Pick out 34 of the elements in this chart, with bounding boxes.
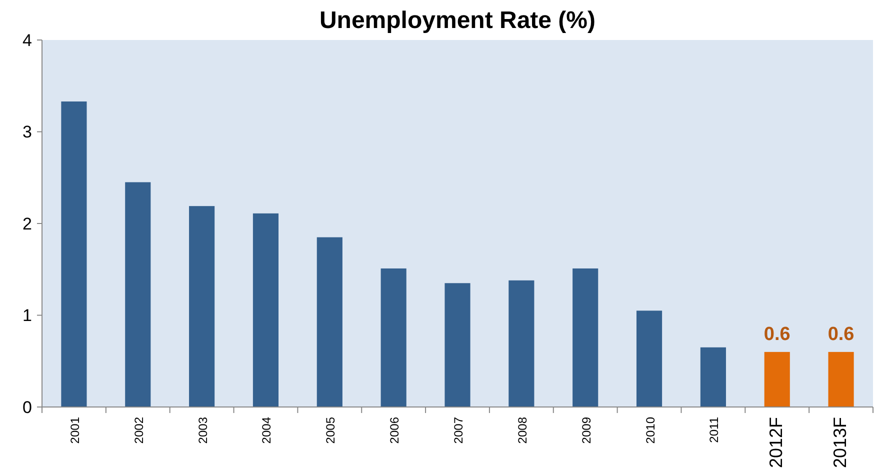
- y-tick-label: 1: [22, 306, 32, 326]
- x-tick-label: 2007: [452, 416, 466, 444]
- x-tick-label: 2003: [196, 416, 210, 444]
- x-tick-label: 2008: [515, 416, 530, 444]
- bar: [189, 206, 215, 407]
- bar: [444, 283, 470, 407]
- x-tick-label: 2013F: [830, 417, 850, 468]
- bar: [764, 352, 790, 407]
- y-tick-label: 4: [22, 30, 32, 50]
- x-tick-label: 2009: [579, 416, 594, 444]
- data-label: 0.6: [828, 324, 854, 345]
- x-tick-label: 2004: [260, 416, 274, 444]
- x-tick-label: 2010: [643, 416, 658, 444]
- x-tick-label: 2006: [388, 416, 402, 444]
- bar: [61, 101, 87, 407]
- x-tick-label: 2011: [707, 416, 722, 443]
- x-tick-label: 2002: [132, 416, 146, 444]
- bar: [252, 213, 279, 407]
- data-label: 0.6: [764, 324, 790, 345]
- bar: [380, 268, 406, 407]
- y-tick-label: 2: [22, 214, 32, 234]
- y-tick-label: 3: [22, 122, 32, 142]
- bar: [636, 310, 662, 407]
- x-tick-label: 2012F: [766, 417, 786, 468]
- x-tick-label: 2001: [68, 416, 82, 444]
- y-tick-label: 0: [22, 398, 32, 417]
- bar: [572, 268, 598, 407]
- x-tick-label: 2005: [324, 416, 338, 444]
- bar: [125, 182, 151, 407]
- bar: [316, 237, 342, 407]
- bar: [700, 347, 726, 407]
- bar: [508, 280, 534, 407]
- chart-title: Unemployment Rate (%): [319, 7, 596, 34]
- bar: [828, 352, 854, 407]
